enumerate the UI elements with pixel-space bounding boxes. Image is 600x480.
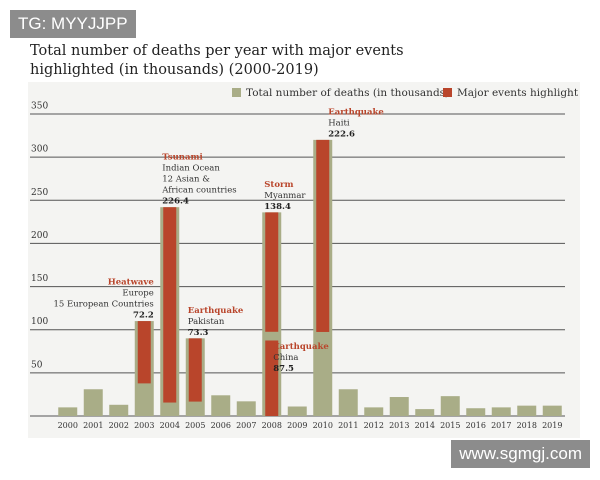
event-value: 87.5 <box>273 364 294 374</box>
x-tick-label: 2002 <box>109 421 129 430</box>
x-tick-label: 2013 <box>389 421 409 430</box>
event-detail: China <box>273 353 298 363</box>
bar <box>287 406 307 416</box>
highlight-bar <box>316 139 330 332</box>
y-tick-label: 250 <box>31 188 48 198</box>
chart-title: highlighted (in thousands) (2000-2019) <box>30 62 319 78</box>
watermark: TG: MYYJJPP <box>10 10 136 38</box>
event-detail: Pakistan <box>188 317 225 327</box>
y-tick-label: 300 <box>31 145 48 155</box>
legend-swatch <box>232 88 241 97</box>
bar <box>313 139 333 416</box>
highlight-bar <box>265 212 279 332</box>
bar <box>389 397 409 416</box>
bar <box>517 405 537 416</box>
bar <box>211 395 231 416</box>
event-detail: Indian Ocean <box>162 164 220 174</box>
x-tick-label: 2010 <box>313 421 333 430</box>
bar <box>364 407 384 416</box>
y-tick-label: 350 <box>31 102 48 112</box>
x-tick-label: 2009 <box>287 421 307 430</box>
highlight-bar <box>137 321 151 384</box>
legend-label: Total number of deaths (in thousands) <box>246 87 449 99</box>
x-tick-label: 2004 <box>160 421 180 430</box>
event-name: Earthquake <box>188 306 244 316</box>
x-tick-label: 2015 <box>440 421 460 430</box>
event-detail: Europe <box>122 289 153 299</box>
event-name: Heatwave <box>108 278 155 288</box>
highlight-bar <box>188 338 202 402</box>
x-tick-label: 2011 <box>338 421 358 430</box>
plot-background <box>28 82 580 438</box>
event-name: Tsunami <box>162 153 203 163</box>
bar <box>160 207 180 416</box>
x-tick-label: 2001 <box>83 421 103 430</box>
bar <box>338 389 358 416</box>
legend-label: Major events highlight <box>457 87 579 99</box>
bar <box>491 407 511 416</box>
bar <box>542 405 562 416</box>
highlight-bar <box>265 340 279 416</box>
event-detail: Haiti <box>328 118 350 128</box>
x-tick-label: 2006 <box>211 421 231 430</box>
y-tick-label: 150 <box>31 274 48 284</box>
bar <box>440 396 460 416</box>
event-value: 222.6 <box>328 129 355 139</box>
x-tick-label: 2000 <box>58 421 78 430</box>
x-tick-label: 2012 <box>364 421 384 430</box>
x-tick-label: 2017 <box>491 421 511 430</box>
event-value: 72.2 <box>133 311 154 321</box>
x-tick-label: 2007 <box>236 421 256 430</box>
bar <box>262 212 282 416</box>
bar <box>109 404 129 416</box>
event-detail: Myanmar <box>264 191 306 201</box>
x-tick-label: 2008 <box>262 421 282 430</box>
x-tick-label: 2003 <box>134 421 154 430</box>
event-name: Storm <box>264 180 293 190</box>
watermark: www.sgmgj.com <box>451 440 590 468</box>
event-value: 73.3 <box>188 328 209 338</box>
bar <box>58 407 78 416</box>
highlight-bar <box>163 207 177 403</box>
bar <box>134 321 154 416</box>
y-tick-label: 100 <box>31 317 48 327</box>
x-tick-label: 2018 <box>517 421 537 430</box>
bar <box>185 338 205 416</box>
x-tick-label: 2005 <box>185 421 205 430</box>
event-name: Earthquake <box>273 342 329 352</box>
event-detail: 15 European Countries <box>53 300 153 310</box>
bar <box>236 401 256 416</box>
chart-title: Total number of deaths per year with maj… <box>30 43 404 59</box>
event-value: 226.4 <box>162 197 189 207</box>
bar <box>83 389 103 416</box>
event-detail: African countries <box>161 186 236 196</box>
y-tick-label: 200 <box>31 231 48 241</box>
legend-swatch <box>443 88 452 97</box>
bar <box>466 408 486 416</box>
x-tick-label: 2014 <box>415 421 435 430</box>
event-detail: 12 Asian & <box>162 175 210 185</box>
event-name: Earthquake <box>328 107 384 117</box>
x-tick-label: 2019 <box>542 421 562 430</box>
bar <box>415 409 435 416</box>
y-tick-label: 50 <box>31 360 43 370</box>
x-tick-label: 2016 <box>466 421 486 430</box>
event-value: 138.4 <box>264 202 291 212</box>
